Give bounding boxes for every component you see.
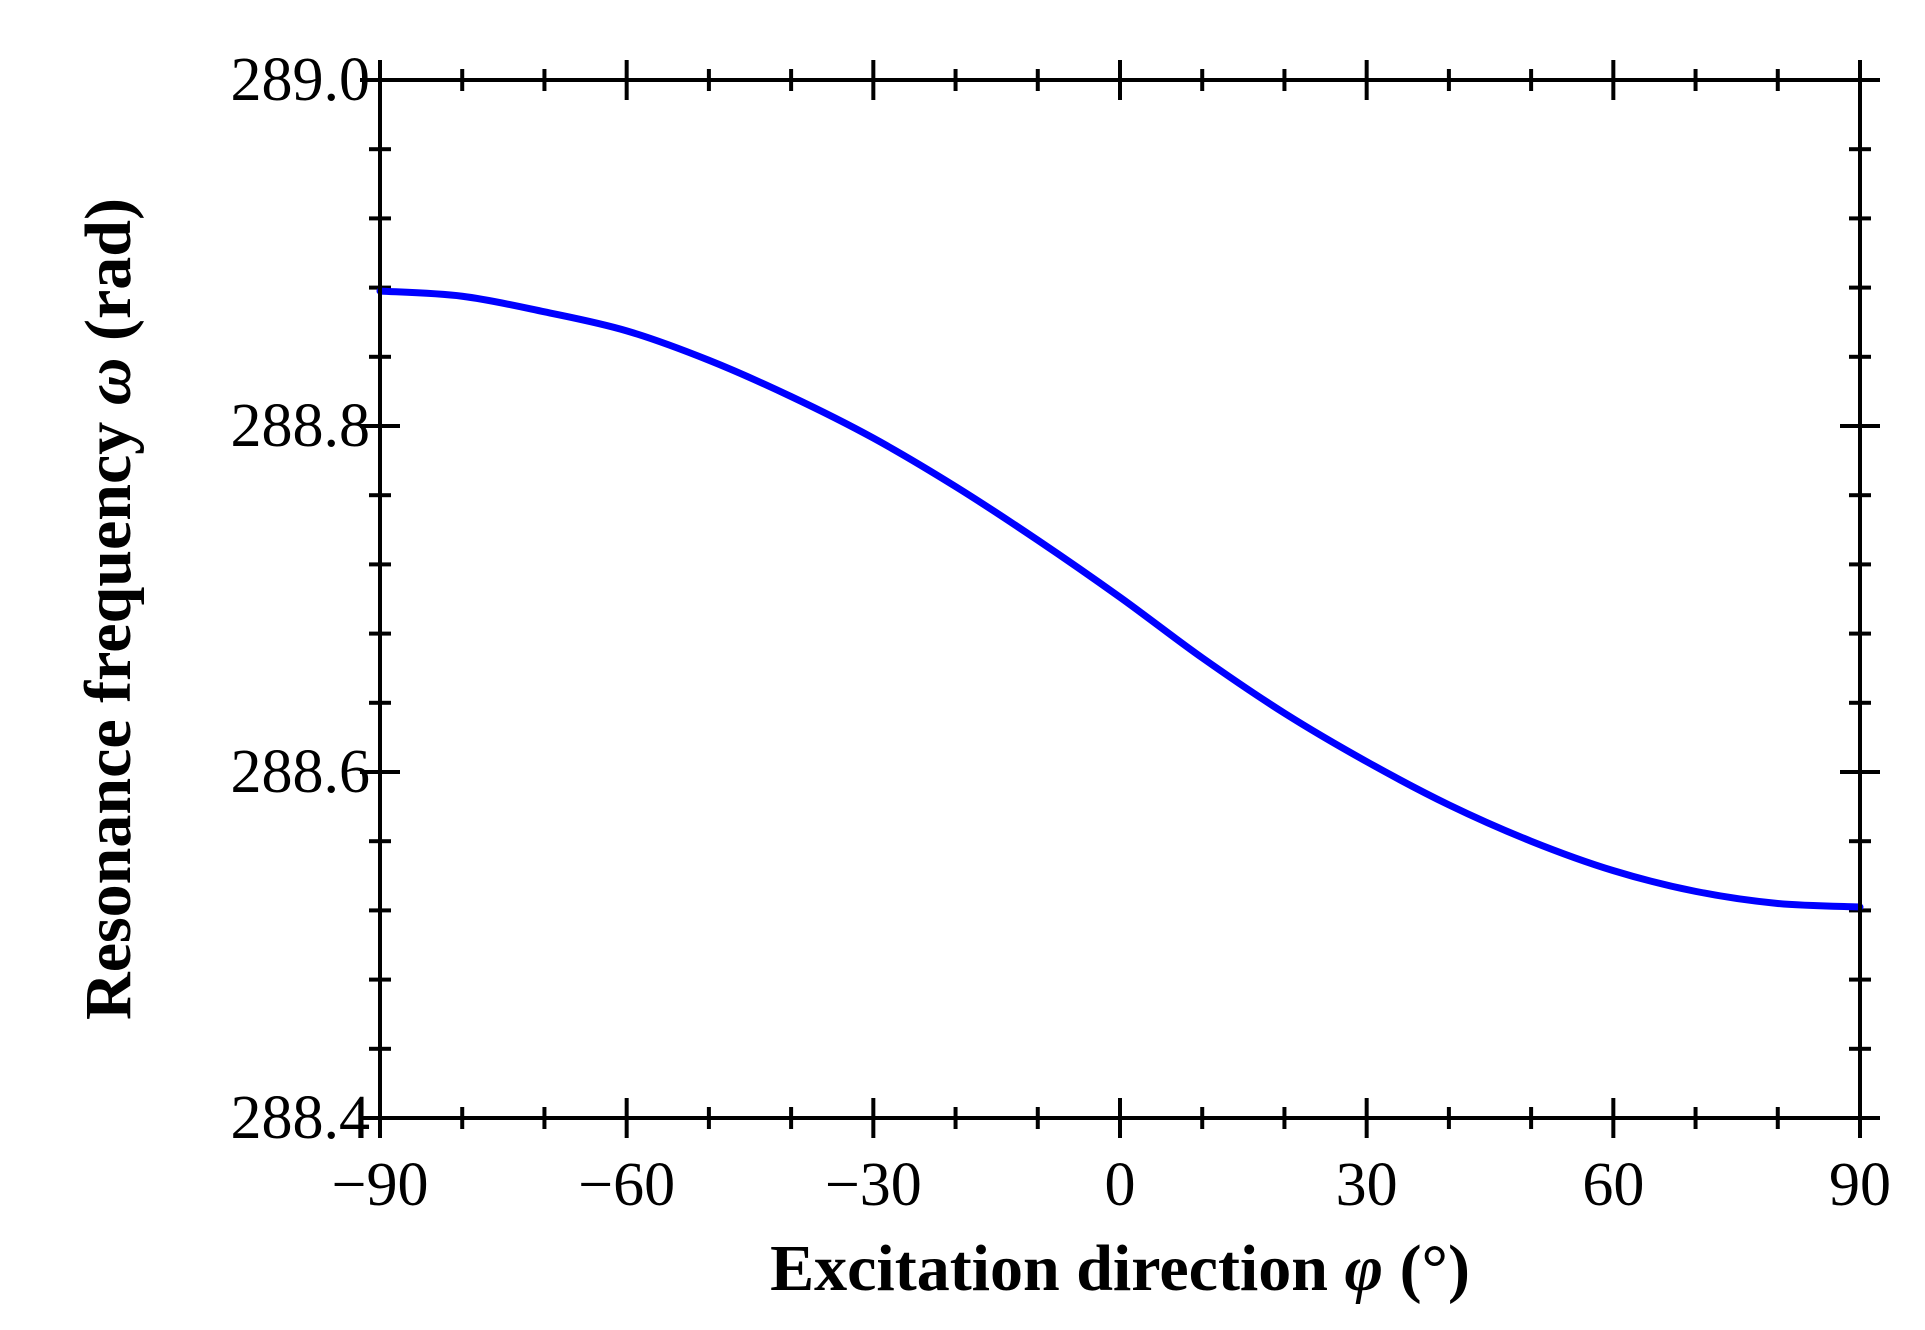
x-tick-label: 60 bbox=[1582, 1151, 1644, 1219]
plot-frame bbox=[378, 78, 1862, 1120]
x-tick-label: −30 bbox=[825, 1151, 922, 1219]
y-axis-title: Resonance frequency ω (rad) bbox=[72, 198, 145, 1020]
x-axis-title-prefix: Excitation direction bbox=[770, 1232, 1344, 1305]
y-tick-label: 288.8 bbox=[231, 392, 371, 460]
x-tick-labels: −90 −60 −30 0 30 60 90 bbox=[332, 1151, 1891, 1219]
y-axis-title-symbol: ω bbox=[72, 358, 145, 406]
y-axis-title-suffix: (rad) bbox=[72, 198, 145, 357]
y-tick-label: 289.0 bbox=[231, 46, 371, 114]
x-tick-label: 90 bbox=[1829, 1151, 1891, 1219]
series-line bbox=[376, 287, 1864, 911]
x-axis-title-symbol: φ bbox=[1344, 1232, 1383, 1305]
x-axis-title-suffix: (°) bbox=[1383, 1232, 1470, 1305]
x-tick-label: −90 bbox=[332, 1151, 429, 1219]
x-tick-label: 30 bbox=[1336, 1151, 1398, 1219]
y-axis-title-prefix: Resonance frequency bbox=[72, 405, 145, 1020]
y-tick-labels: 288.4 288.6 288.8 289.0 bbox=[231, 46, 371, 1152]
y-tick-label: 288.4 bbox=[231, 1084, 371, 1152]
x-tick-label: 0 bbox=[1105, 1151, 1136, 1219]
y-tick-label: 288.6 bbox=[231, 738, 371, 806]
x-axis-title: Excitation direction φ (°) bbox=[770, 1232, 1470, 1305]
x-tick-label: −60 bbox=[578, 1151, 675, 1219]
